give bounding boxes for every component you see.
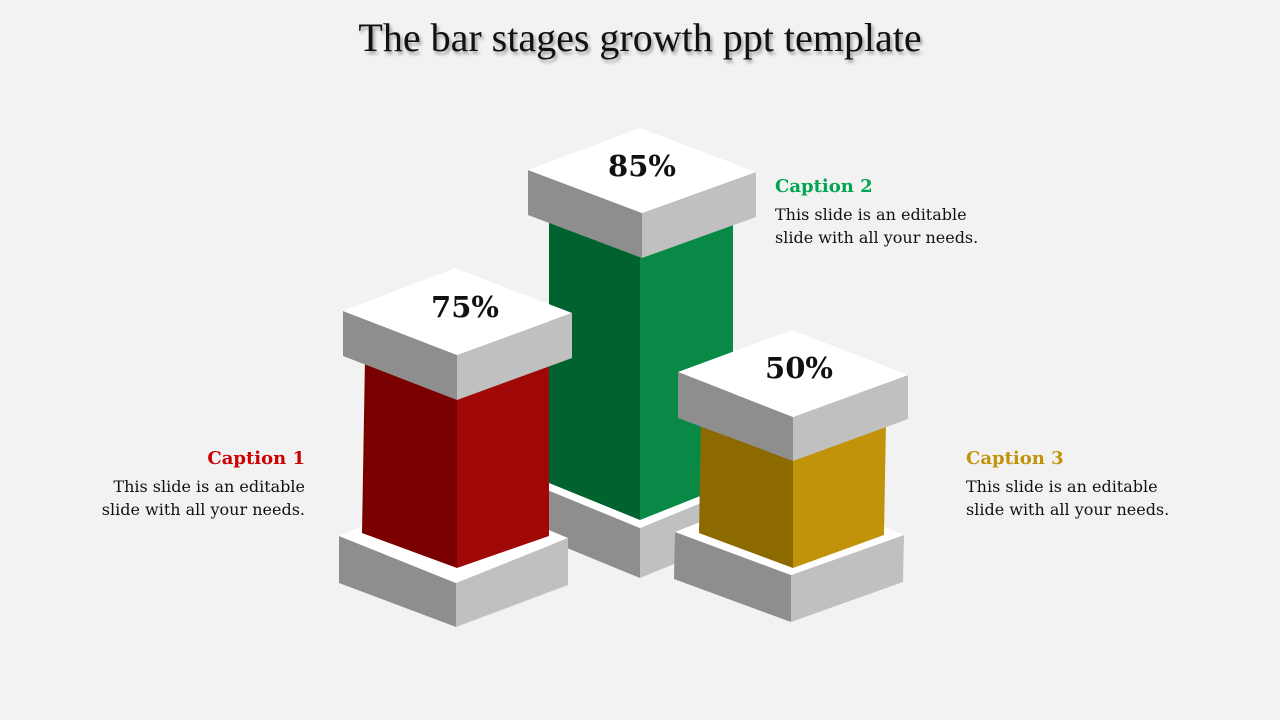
- slide-title: The bar stages growth ppt template: [358, 15, 922, 60]
- caption-2-body-line1: This slide is an editable: [775, 205, 967, 224]
- bar-red: 75%: [339, 268, 572, 627]
- green-cap: 85%: [528, 128, 756, 258]
- bar-yellow: 50%: [674, 330, 908, 622]
- caption-1-body-line1: This slide is an editable: [113, 477, 305, 496]
- caption-2-body-line2: slide with all your needs.: [775, 228, 979, 247]
- caption-3-body-line2: slide with all your needs.: [966, 500, 1170, 519]
- red-value-label: 75%: [431, 290, 499, 324]
- red-cap: 75%: [343, 268, 572, 400]
- caption-3-heading: Caption 3: [966, 448, 1064, 469]
- caption-1-heading: Caption 1: [207, 448, 305, 469]
- caption-2-heading: Caption 2: [775, 176, 873, 197]
- caption-3-body-line1: This slide is an editable: [966, 477, 1158, 496]
- caption-2: Caption 2 This slide is an editable slid…: [775, 176, 1005, 249]
- caption-1-body-line2: slide with all your needs.: [101, 500, 305, 519]
- yellow-cap: 50%: [678, 330, 908, 461]
- green-value-label: 85%: [608, 149, 676, 183]
- caption-1: Caption 1 This slide is an editable slid…: [75, 448, 305, 521]
- yellow-value-label: 50%: [765, 351, 833, 385]
- caption-3: Caption 3 This slide is an editable slid…: [966, 448, 1196, 521]
